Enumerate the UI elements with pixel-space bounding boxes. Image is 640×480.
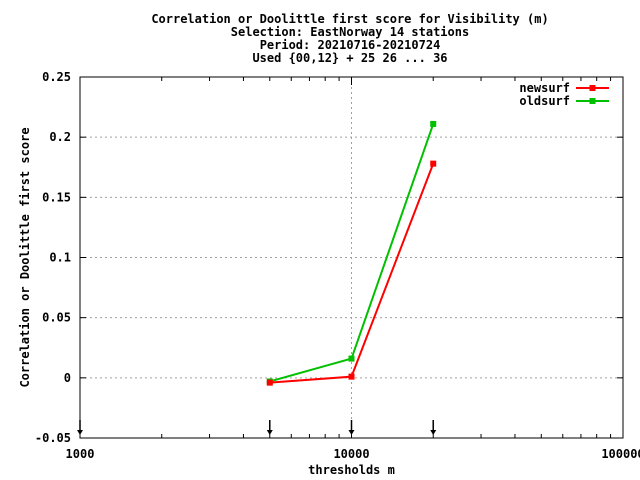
y-tick-label: 0.1 (49, 251, 71, 265)
y-tick-label: 0.25 (42, 70, 71, 84)
data-point-newsurf (348, 373, 355, 380)
series (266, 120, 437, 386)
grid (80, 77, 623, 438)
x-axis-label: thresholds m (308, 463, 395, 477)
y-axis-label: Correlation or Doolittle first score (18, 127, 32, 387)
data-point-oldsurf (430, 120, 437, 127)
data-point-newsurf (266, 379, 273, 386)
y-tick-label: 0 (64, 371, 71, 385)
data-point-newsurf (430, 160, 437, 167)
x-tick-label: 100000 (601, 447, 640, 461)
legend-label-oldsurf: oldsurf (519, 94, 570, 108)
threshold-arrow (430, 420, 437, 435)
legend-label-newsurf: newsurf (519, 81, 570, 95)
data-point-oldsurf (348, 355, 355, 362)
y-tick-label: 0.05 (42, 311, 71, 325)
y-tick-label: 0.2 (49, 130, 71, 144)
x-axis-ticks: 1000 10000 100000 (66, 77, 640, 461)
x-tick-label: 1000 (66, 447, 95, 461)
title-line-2: Selection: EastNorway 14 stations (231, 25, 469, 39)
threshold-arrow (266, 420, 273, 435)
threshold-arrow (77, 420, 83, 435)
x-tick-label: 10000 (333, 447, 369, 461)
title-line-1: Correlation or Doolittle first score for… (151, 12, 548, 26)
y-tick-label: -0.05 (35, 431, 71, 445)
title-line-3: Period: 20210716-20210724 (260, 38, 441, 52)
threshold-arrow (348, 420, 355, 435)
y-axis-ticks: -0.05 0 0.05 0.1 0.15 0.2 0.25 (35, 70, 623, 445)
title-line-4: Used {00,12} + 25 26 ... 36 (252, 51, 447, 65)
y-tick-label: 0.15 (42, 190, 71, 204)
threshold-markers (77, 420, 437, 435)
legend-marker-oldsurf (589, 98, 596, 104)
chart-title: Correlation or Doolittle first score for… (151, 12, 548, 65)
legend-marker-newsurf (589, 85, 596, 91)
